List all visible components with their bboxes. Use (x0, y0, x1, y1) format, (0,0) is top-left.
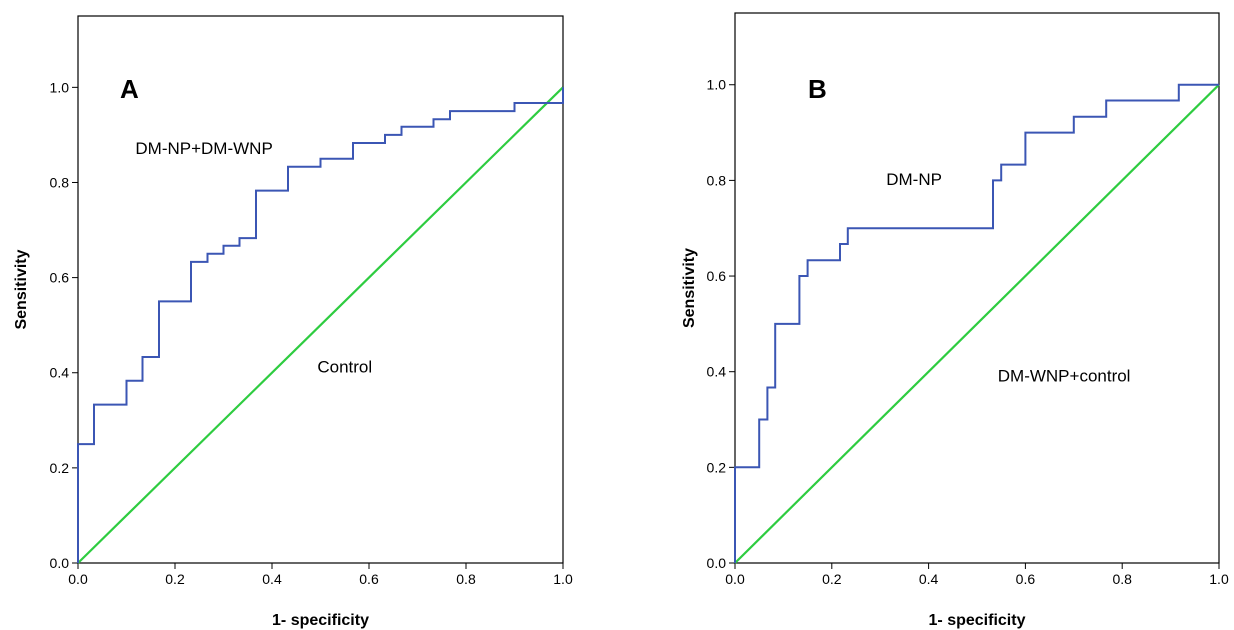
x-tick-label: 1.0 (1209, 571, 1229, 587)
series-annotation: Control (317, 358, 372, 377)
plot-frame (734, 12, 1220, 564)
series-annotation: DM-WNP+control (998, 366, 1131, 385)
y-tick-label: 0.6 (707, 268, 727, 284)
x-tick-label: 0.4 (919, 571, 939, 587)
panel-letter: A (120, 74, 139, 104)
roc-curve-line (77, 87, 564, 563)
x-tick-label: 0.0 (68, 571, 88, 587)
x-tick-label: 1.0 (553, 571, 573, 587)
series-annotation: DM-NP (886, 170, 942, 189)
x-tick-label: 0.6 (359, 571, 379, 587)
x-tick-label: 0.8 (1112, 571, 1132, 587)
roc-panel-a: 0.0 0.2 0.4 0.6 0.8 1.0 0.0 0.2 0.4 0.6 0.8 1.0 1- s… (13, 15, 573, 629)
x-tick-label: 0.4 (262, 571, 282, 587)
x-tick-label: 0.6 (1016, 571, 1036, 587)
y-tick-label: 1.0 (50, 79, 70, 95)
reference-diagonal-line (734, 83, 1220, 564)
y-tick-label: 0.6 (50, 270, 70, 286)
plot-frame (77, 15, 564, 564)
y-tick-label: 0.2 (707, 459, 727, 475)
x-tick-label: 0.2 (822, 571, 842, 587)
y-tick-label: 0.0 (707, 555, 727, 571)
x-axis-title: 1- specificity (929, 612, 1026, 629)
y-tick-label: 0.8 (707, 172, 727, 188)
roc-curve-line (734, 83, 1219, 563)
y-tick-label: 0.2 (50, 460, 70, 476)
panel-letter: B (808, 74, 827, 104)
reference-diagonal-line (77, 86, 564, 564)
y-tick-label: 1.0 (707, 77, 727, 93)
series-annotation: DM-NP+DM-WNP (135, 139, 272, 158)
x-tick-label: 0.2 (165, 571, 185, 587)
y-tick-label: 0.4 (50, 365, 70, 381)
y-axis-title: Sensitivity (13, 249, 30, 329)
y-axis-title: Sensitivity (681, 248, 698, 328)
y-tick-label: 0.8 (50, 174, 70, 190)
y-tick-label: 0.0 (50, 555, 70, 571)
y-tick-label: 0.4 (707, 364, 727, 380)
x-tick-label: 0.0 (725, 571, 745, 587)
roc-panel-b: 0.0 0.2 0.4 0.6 0.8 1.0 0.0 0.2 0.4 0.6 0.8 1.0 1- s… (681, 12, 1229, 629)
x-tick-label: 0.8 (456, 571, 476, 587)
x-axis-title: 1- specificity (272, 612, 369, 629)
